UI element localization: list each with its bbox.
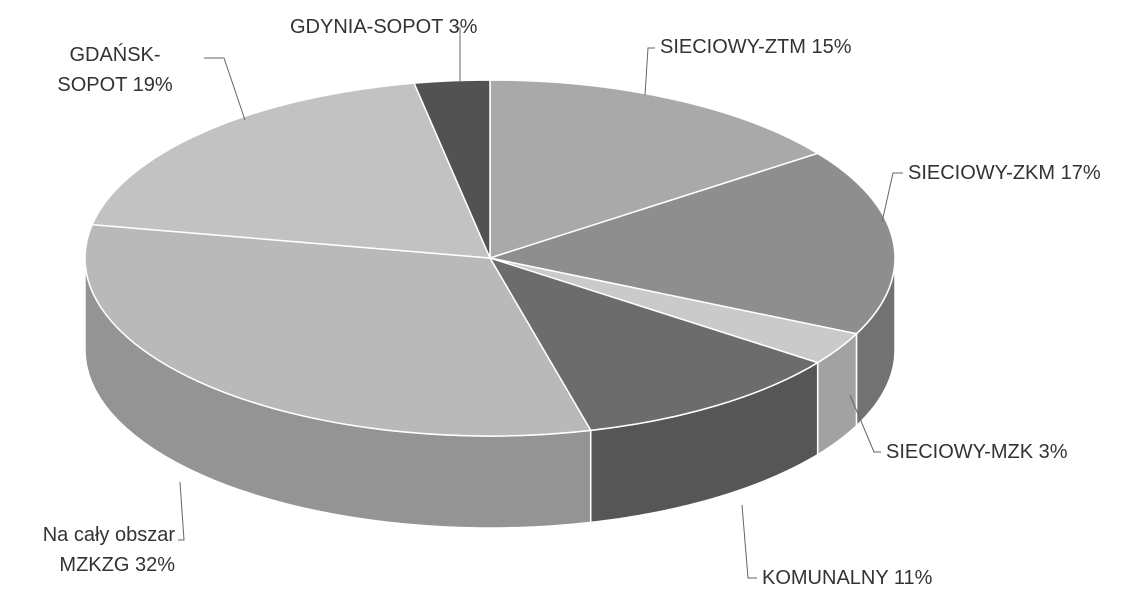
label-value: 32% [134,554,175,576]
leader-line [881,172,903,223]
label-category: SIECIOWY-ZKM [908,162,1056,184]
label-category: KOMUNALNY [762,567,889,589]
label-value: 3% [1038,441,1068,463]
slice [91,82,492,259]
data-label: SIECIOWY-MZK 3% [886,437,1106,467]
leader-line [741,504,757,579]
label-category: GDAŃSK-SOPOT [57,44,161,96]
data-label: SIECIOWY-ZKM 17% [908,158,1128,188]
label-value: 3% [448,16,478,38]
label-category: SIECIOWY-MZK [886,441,1034,463]
slice-top [413,79,491,259]
leader-line [644,47,655,96]
leader-line [204,57,246,121]
leader-line [178,481,185,541]
slice [84,223,592,529]
slice-top [91,82,492,259]
data-label: KOMUNALNY 11% [762,563,982,589]
data-label: GDYNIA-SOPOT 3% [290,12,550,42]
slice-top [489,79,820,260]
label-category: Na cały obszar MZKZG [42,524,175,576]
slice [489,79,820,260]
label-value: 15% [811,36,852,58]
slice [487,152,896,428]
label-category: GDYNIA-SOPOT [290,16,443,38]
slice [413,79,491,259]
data-label: SIECIOWY-ZTM 15% [660,32,960,62]
slice-top [487,152,896,335]
label-category: SIECIOWY-ZTM [660,36,806,58]
slice-top [488,256,820,432]
leader-line [455,27,461,82]
label-value: 17% [1060,162,1101,184]
slice-top [84,223,592,437]
label-value: 11% [893,567,933,589]
label-value: 19% [132,74,173,96]
data-label: GDAŃSK-SOPOT 19% [40,40,190,100]
data-label: Na cały obszar MZKZG 32% [5,520,175,580]
leader-line [849,394,881,453]
